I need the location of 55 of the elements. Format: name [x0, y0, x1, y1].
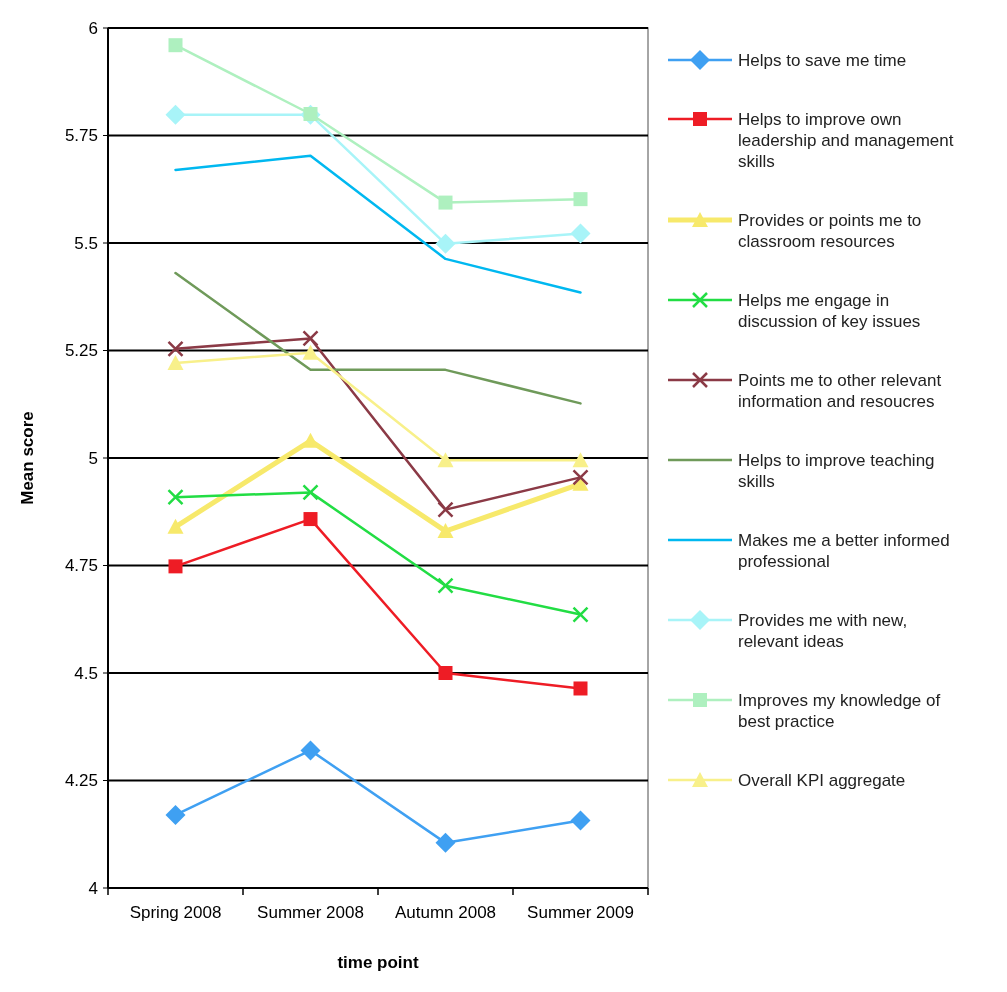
point	[168, 38, 183, 53]
point	[302, 432, 319, 448]
y-tick-label: 5.25	[64, 341, 98, 361]
point	[437, 523, 454, 539]
legend-label: Provides me with new, relevant ideas	[738, 611, 908, 651]
point	[165, 104, 186, 125]
point	[573, 192, 588, 207]
y-tick-label: 4.5	[74, 663, 98, 683]
y-tick-label: 5.75	[64, 126, 98, 146]
y-tick-label: 6	[88, 18, 98, 38]
point	[167, 488, 184, 506]
legend-label: Points me to other relevant information and resoucres	[738, 371, 942, 411]
legend-label: Helps to improve teaching skills	[738, 451, 935, 491]
point	[573, 681, 588, 696]
y-tick-label: 4.75	[64, 556, 98, 576]
x-tick-label: Summer 2008	[257, 903, 364, 922]
y-tick-label: 5.5	[74, 233, 98, 253]
point	[435, 832, 456, 853]
point	[570, 223, 591, 244]
point	[572, 469, 589, 486]
x-tick-label: Summer 2009	[527, 903, 634, 922]
legend-label: Helps me engage in discussion of key issues	[738, 291, 921, 331]
line-series	[174, 154, 582, 294]
point	[435, 233, 456, 254]
point	[437, 577, 454, 594]
y-tick-label: 4	[88, 878, 98, 898]
legend-label: Improves my knowledge of best practice	[738, 691, 941, 731]
legend-label: Helps to save me time	[738, 51, 907, 70]
legend-label: Provides or points me to classroom resources	[738, 211, 922, 251]
y-tick-label: 5	[88, 448, 98, 468]
point	[302, 344, 319, 360]
point	[303, 512, 318, 527]
point	[570, 810, 591, 831]
x-tick-label: Autumn 2008	[394, 903, 497, 922]
point	[165, 804, 186, 825]
x-axis-title: time point	[337, 953, 419, 972]
point	[438, 666, 453, 680]
point	[438, 195, 453, 210]
y-tick-label: 4.25	[64, 771, 98, 791]
point	[572, 606, 589, 623]
y-axis-title: Mean score	[18, 411, 37, 505]
point	[167, 354, 184, 370]
point	[300, 740, 321, 761]
legend-label: Overall KPI aggregate	[738, 771, 906, 790]
x-tick-label: Spring 2008	[129, 903, 222, 922]
point	[437, 501, 454, 518]
point	[167, 340, 184, 358]
legend-label: Makes me a better informed professional	[738, 531, 950, 571]
point	[167, 518, 184, 534]
point	[572, 452, 589, 468]
legend-label: Helps to improve own leadership and management skills	[738, 110, 954, 171]
point	[302, 484, 319, 501]
point	[302, 330, 319, 347]
point	[168, 559, 183, 574]
point	[437, 452, 454, 468]
